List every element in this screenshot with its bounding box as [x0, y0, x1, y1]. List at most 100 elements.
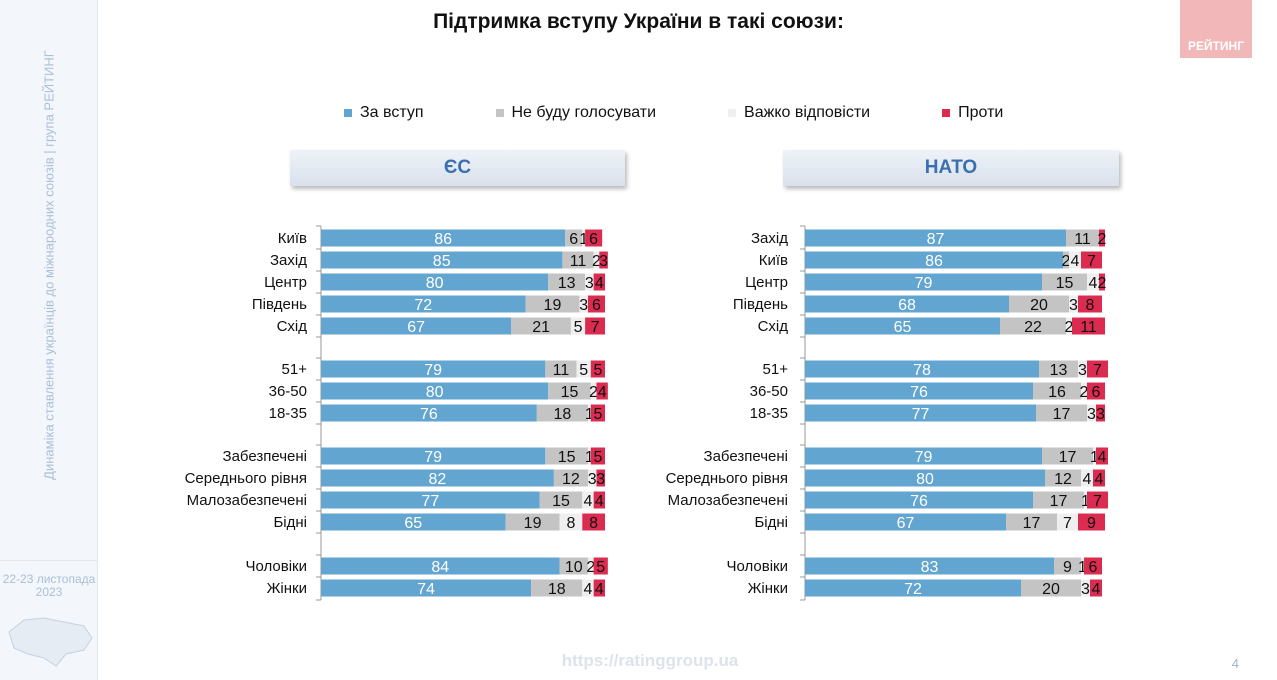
legend-swatch: [728, 109, 737, 117]
data-label: 1: [1081, 493, 1090, 510]
bar-hard: [1069, 251, 1081, 269]
bar-for: [805, 251, 1063, 269]
data-label: 8: [589, 515, 598, 532]
data-label: 3: [1096, 406, 1105, 423]
bar-hard: [587, 469, 597, 487]
bar-against: [1093, 469, 1105, 487]
bar-for: [805, 360, 1039, 378]
category-label: Жінки: [267, 580, 307, 597]
bar-for: [805, 579, 1021, 597]
bar-hard: [587, 404, 591, 422]
data-label: 11: [553, 362, 570, 379]
data-label: 76: [420, 406, 438, 423]
data-label: 11: [1074, 231, 1091, 248]
data-label: 2: [586, 559, 595, 576]
data-label: 3: [579, 297, 588, 314]
bar-against: [593, 579, 605, 597]
bar-not-vote: [1006, 513, 1057, 531]
legend-item-hard: Важко відповісти: [728, 104, 870, 122]
bar-against: [1078, 513, 1105, 531]
bar-not-vote: [505, 513, 560, 531]
panel-title-nato: НАТО: [783, 150, 1119, 186]
legend-swatch: [942, 109, 951, 117]
bar-for: [321, 447, 546, 465]
data-label: 21: [532, 319, 550, 336]
data-label: 74: [417, 581, 435, 598]
data-label: 5: [574, 319, 583, 336]
data-label: 4: [584, 493, 593, 510]
bar-hard: [1093, 447, 1096, 465]
bar-hard: [1081, 469, 1093, 487]
data-label: 17: [1059, 449, 1077, 466]
data-label: 6: [589, 231, 598, 248]
data-label: 6: [1089, 559, 1098, 576]
category-label: 36-50: [750, 383, 788, 400]
data-label: 2: [1098, 231, 1107, 248]
data-label: 68: [898, 297, 916, 314]
bar-hard: [570, 317, 586, 335]
bar-hard: [1081, 557, 1084, 575]
bar-not-vote: [1033, 382, 1081, 400]
data-label: 2: [1080, 384, 1089, 401]
bar-not-vote: [1036, 404, 1087, 422]
data-label: 80: [426, 275, 444, 292]
data-label: 11: [570, 253, 587, 270]
bar-against: [1084, 557, 1102, 575]
data-label: 4: [584, 581, 593, 598]
bar-hard: [1081, 382, 1087, 400]
bar-against: [1078, 295, 1102, 313]
panel-title-eu: ЄС: [290, 150, 625, 186]
bar-against: [596, 382, 608, 400]
data-label: 9: [1087, 515, 1096, 532]
bar-for: [805, 317, 1000, 335]
category-label: Схід: [758, 318, 789, 335]
data-label: 19: [524, 515, 542, 532]
footer-url[interactable]: https://ratinggroup.ua: [561, 651, 739, 670]
category-label: Малозабезпечені: [668, 492, 788, 509]
data-label: 6: [569, 231, 578, 248]
bar-hard: [593, 251, 600, 269]
bar-hard: [559, 513, 583, 531]
bar-not-vote: [562, 251, 594, 269]
bar-not-vote: [553, 469, 588, 487]
divider: [0, 560, 98, 561]
data-label: 82: [429, 471, 447, 488]
data-label: 86: [925, 253, 943, 270]
bar-for: [321, 491, 540, 509]
data-label: 5: [593, 449, 602, 466]
data-label: 1: [1090, 449, 1099, 466]
bar-for: [805, 273, 1042, 291]
bar-not-vote: [545, 447, 588, 465]
bar-against: [599, 251, 608, 269]
data-label: 11: [1080, 319, 1097, 336]
bar-against: [1096, 404, 1105, 422]
bar-for: [321, 229, 566, 247]
bar-hard: [1057, 513, 1078, 531]
data-label: 3: [596, 471, 605, 488]
data-label: 15: [561, 384, 579, 401]
bar-hard: [1084, 491, 1087, 509]
bar-not-vote: [511, 317, 571, 335]
data-label: 12: [562, 471, 580, 488]
category-label: 18-35: [269, 405, 307, 422]
bar-not-vote: [525, 295, 580, 313]
data-label: 4: [1083, 471, 1092, 488]
data-label: 4: [1071, 253, 1080, 270]
data-label: 80: [916, 471, 934, 488]
data-label: 1: [1078, 559, 1087, 576]
bar-against: [585, 229, 603, 247]
bar-hard: [1087, 273, 1099, 291]
data-label: 5: [596, 559, 605, 576]
data-label: 5: [593, 362, 602, 379]
bar-not-vote: [545, 360, 577, 378]
page-number: 4: [1231, 656, 1239, 671]
bar-for: [805, 229, 1066, 247]
data-label: 3: [585, 275, 594, 292]
bar-hard: [585, 273, 594, 291]
data-label: 65: [894, 319, 912, 336]
bar-hard: [1069, 295, 1078, 313]
data-label: 17: [1023, 515, 1041, 532]
bar-against: [1081, 251, 1102, 269]
data-label: 77: [421, 493, 439, 510]
data-label: 79: [424, 362, 442, 379]
